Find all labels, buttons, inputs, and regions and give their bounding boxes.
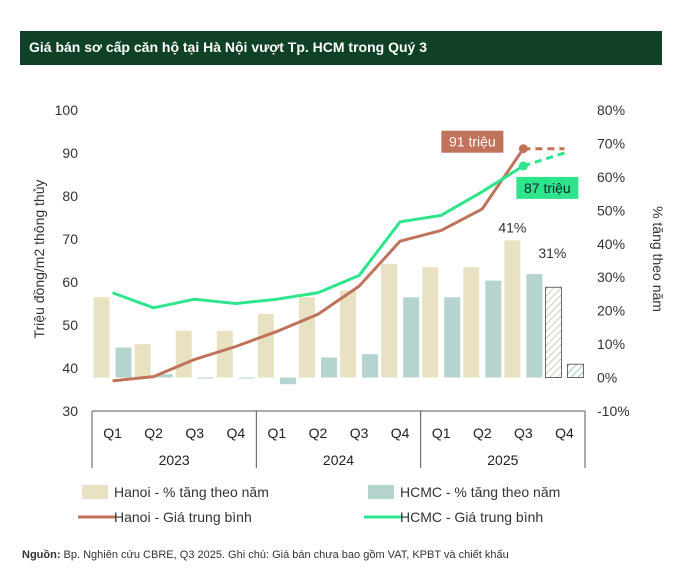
hanoi-yoy-bar <box>463 267 480 378</box>
hcmc-yoy-bar <box>403 297 420 378</box>
x-quarter-label: Q1 <box>103 425 122 441</box>
hanoi-price-line-marker <box>518 144 528 154</box>
hanoi-price-callout-box <box>441 130 504 153</box>
x-quarter-label: Q1 <box>268 425 287 441</box>
hanoi-yoy-bar <box>298 297 315 378</box>
hcmc-price-line-marker <box>518 161 528 171</box>
x-year-label: 2025 <box>487 452 518 468</box>
y-left-tick-label: 70 <box>62 231 78 247</box>
hanoi-yoy-bar <box>504 240 521 378</box>
hanoi-price-line <box>112 147 525 383</box>
x-quarter-label: Q2 <box>144 425 163 441</box>
x-quarter-label: Q4 <box>391 425 410 441</box>
y-right-tick-label: 80% <box>597 102 625 118</box>
y-left-tick-label: 50 <box>62 317 78 333</box>
hcmc-yoy-bar <box>238 377 255 379</box>
y-left-tick-label: 100 <box>55 102 79 118</box>
hcmc-yoy-bar <box>567 363 584 378</box>
y-right-tick-label: 10% <box>597 336 625 352</box>
hcmc-price-line <box>112 164 525 310</box>
hanoi-yoy-bar <box>340 290 357 378</box>
hanoi-yoy-bar <box>134 344 151 378</box>
hcmc-yoy-bar <box>279 377 296 385</box>
hcmc-yoy-bar <box>362 354 379 378</box>
y-left-axis-title: Triệu đồng/m2 thông thủy <box>31 179 47 338</box>
hcmc-yoy-bar <box>156 374 173 378</box>
legend-hcmc-price-label: HCMC - Giá trung bình <box>400 509 543 525</box>
hcmc-yoy-bar <box>444 297 461 378</box>
y-right-tick-label: -10% <box>597 403 630 419</box>
hcmc-yoy-bar <box>485 280 502 378</box>
hcmc-yoy-bar <box>197 377 214 379</box>
x-quarter-label: Q3 <box>185 425 204 441</box>
hcmc-yoy-bar <box>526 273 543 378</box>
hanoi-yoy-bar <box>93 297 110 378</box>
legend-hanoi-yoy-swatch <box>82 485 108 499</box>
x-quarter-label: Q1 <box>432 425 451 441</box>
y-right-tick-label: 60% <box>597 169 625 185</box>
x-quarter-label: Q4 <box>555 425 574 441</box>
hanoi-yoy-bar <box>216 330 233 378</box>
source-label: Nguồn: <box>22 549 61 561</box>
y-right-tick-label: 70% <box>597 135 625 151</box>
legend-hanoi-yoy-label: Hanoi - % tăng theo năm <box>114 484 269 500</box>
x-quarter-label: Q3 <box>514 425 533 441</box>
x-quarter-label: Q3 <box>350 425 369 441</box>
y-right-tick-label: 30% <box>597 269 625 285</box>
x-quarter-label: Q4 <box>226 425 245 441</box>
y-left-tick-label: 40 <box>62 360 78 376</box>
legend-hcmc-yoy-swatch <box>368 485 394 499</box>
hanoi-price-callout: 91 triệu <box>449 134 496 150</box>
hanoi-yoy-bar <box>545 286 562 378</box>
hcmc-yoy-data-label: 31% <box>538 245 566 261</box>
chart-title: Giá bán sơ cấp căn hộ tại Hà Nội vượt Tp… <box>29 39 427 55</box>
y-right-axis-title: % tăng theo năm <box>650 206 666 312</box>
legend-hanoi-price-label: Hanoi - Giá trung bình <box>114 509 252 525</box>
hanoi-yoy-bar <box>381 263 398 378</box>
hcmc-yoy-bar <box>115 347 132 378</box>
y-left-tick-label: 30 <box>62 403 78 419</box>
y-left-tick-label: 80 <box>62 188 78 204</box>
chart-title-bar: Giá bán sơ cấp căn hộ tại Hà Nội vượt Tp… <box>20 31 662 65</box>
hcmc-price-line-forecast <box>522 151 565 168</box>
hanoi-yoy-bar <box>422 267 439 378</box>
y-right-tick-label: 40% <box>597 236 625 252</box>
hcmc-price-callout: 87 triệu <box>524 180 571 196</box>
hanoi-yoy-bar <box>175 330 192 378</box>
y-left-tick-label: 90 <box>62 145 78 161</box>
y-right-tick-label: 50% <box>597 202 625 218</box>
y-right-tick-label: 20% <box>597 303 625 319</box>
source-text: Bp. Nghiên cứu CBRE, Q3 2025. Ghi chú: G… <box>60 549 509 561</box>
source-note: Nguồn: Bp. Nghiên cứu CBRE, Q3 2025. Ghi… <box>22 549 509 561</box>
hcmc-yoy-bar <box>320 357 337 378</box>
x-year-label: 2024 <box>323 452 354 468</box>
y-right-tick-label: 0% <box>597 370 617 386</box>
legend-hcmc-yoy-label: HCMC - % tăng theo năm <box>400 484 560 500</box>
x-year-label: 2023 <box>159 452 190 468</box>
hcmc-price-callout-box <box>516 176 579 199</box>
hanoi-yoy-data-label: 41% <box>498 219 526 235</box>
hanoi-yoy-bar <box>257 314 274 378</box>
x-quarter-label: Q2 <box>309 425 328 441</box>
x-quarter-label: Q2 <box>473 425 492 441</box>
y-left-tick-label: 60 <box>62 274 78 290</box>
